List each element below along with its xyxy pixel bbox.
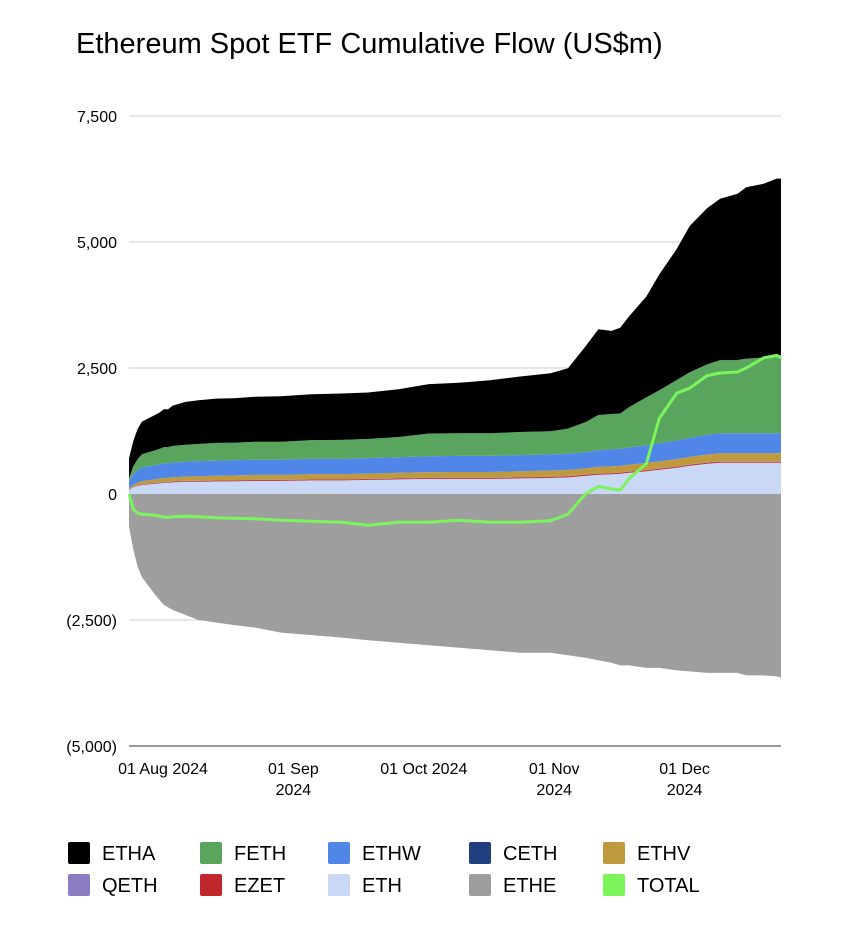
legend-label: FETH — [234, 843, 286, 865]
legend-swatch — [469, 842, 491, 864]
total-line-layer — [127, 353, 782, 527]
legend-item-ethv: ETHV — [603, 842, 691, 865]
area-ethv — [129, 453, 781, 490]
legend-swatch — [603, 874, 625, 896]
area-ethw — [129, 433, 781, 489]
legend-item-total: TOTAL — [603, 874, 700, 897]
legend-label: QETH — [102, 875, 158, 897]
x-axis: 01 Aug 2024 01 Sep 2024 01 Oct 2024 01 Nov 20… — [118, 761, 710, 799]
legend-swatch — [603, 842, 625, 864]
legend-item-eth: ETH — [328, 874, 402, 897]
legend-swatch — [328, 842, 350, 864]
legend-item-ethw: ETHW — [328, 842, 421, 865]
legend-label: EZET — [234, 875, 285, 897]
x-tick-label: 01 Oct 2024 — [380, 761, 467, 778]
area-ethe — [129, 494, 781, 678]
chart-title: Ethereum Spot ETF Cumulative Flow (US$m) — [76, 28, 663, 60]
legend-swatch — [200, 874, 222, 896]
area-eth — [129, 462, 781, 494]
x-tick-label: 01 Dec 2024 — [659, 761, 710, 799]
legend-swatch — [68, 874, 90, 896]
legend-item-qeth: QETH — [68, 874, 158, 897]
legend-label: TOTAL — [637, 875, 700, 897]
legend-label: ETHE — [503, 875, 556, 897]
y-tick-label: (2,500) — [66, 613, 117, 630]
area-etha — [129, 178, 781, 479]
x-tick-label: 01 Aug 2024 — [118, 761, 208, 778]
x-tick-label: 01 Nov 2024 — [529, 761, 580, 799]
legend-label: ETHW — [362, 843, 421, 865]
legend-item-ezet: EZET — [200, 874, 285, 897]
legend-label: CETH — [503, 843, 557, 865]
area-feth — [129, 355, 781, 481]
y-tick-label: 0 — [108, 487, 117, 504]
legend-label: ETH — [362, 875, 402, 897]
legend-item-ethe: ETHE — [469, 874, 556, 897]
y-tick-label: 2,500 — [77, 361, 117, 378]
legend-swatch — [328, 874, 350, 896]
y-tick-label: 5,000 — [77, 235, 117, 252]
x-tick-label: 01 Sep 2024 — [268, 761, 319, 799]
line-total — [127, 353, 782, 527]
y-tick-label: 7,500 — [77, 109, 117, 126]
legend-item-ceth: CETH — [469, 842, 557, 865]
legend-swatch — [469, 874, 491, 896]
legend: ETHA FETH ETHW CETH ETHV QETH EZET ETH ETHE TOTAL — [68, 842, 700, 897]
legend-swatch — [68, 842, 90, 864]
legend-item-feth: FETH — [200, 842, 286, 865]
y-axis: 7,500 5,000 2,500 0 (2,500) (5,000) — [66, 109, 117, 756]
legend-swatch — [200, 842, 222, 864]
legend-label: ETHV — [637, 843, 691, 865]
legend-item-etha: ETHA — [68, 842, 156, 865]
legend-label: ETHA — [102, 843, 156, 865]
y-tick-label: (5,000) — [66, 739, 117, 756]
stacked-areas — [129, 178, 781, 678]
